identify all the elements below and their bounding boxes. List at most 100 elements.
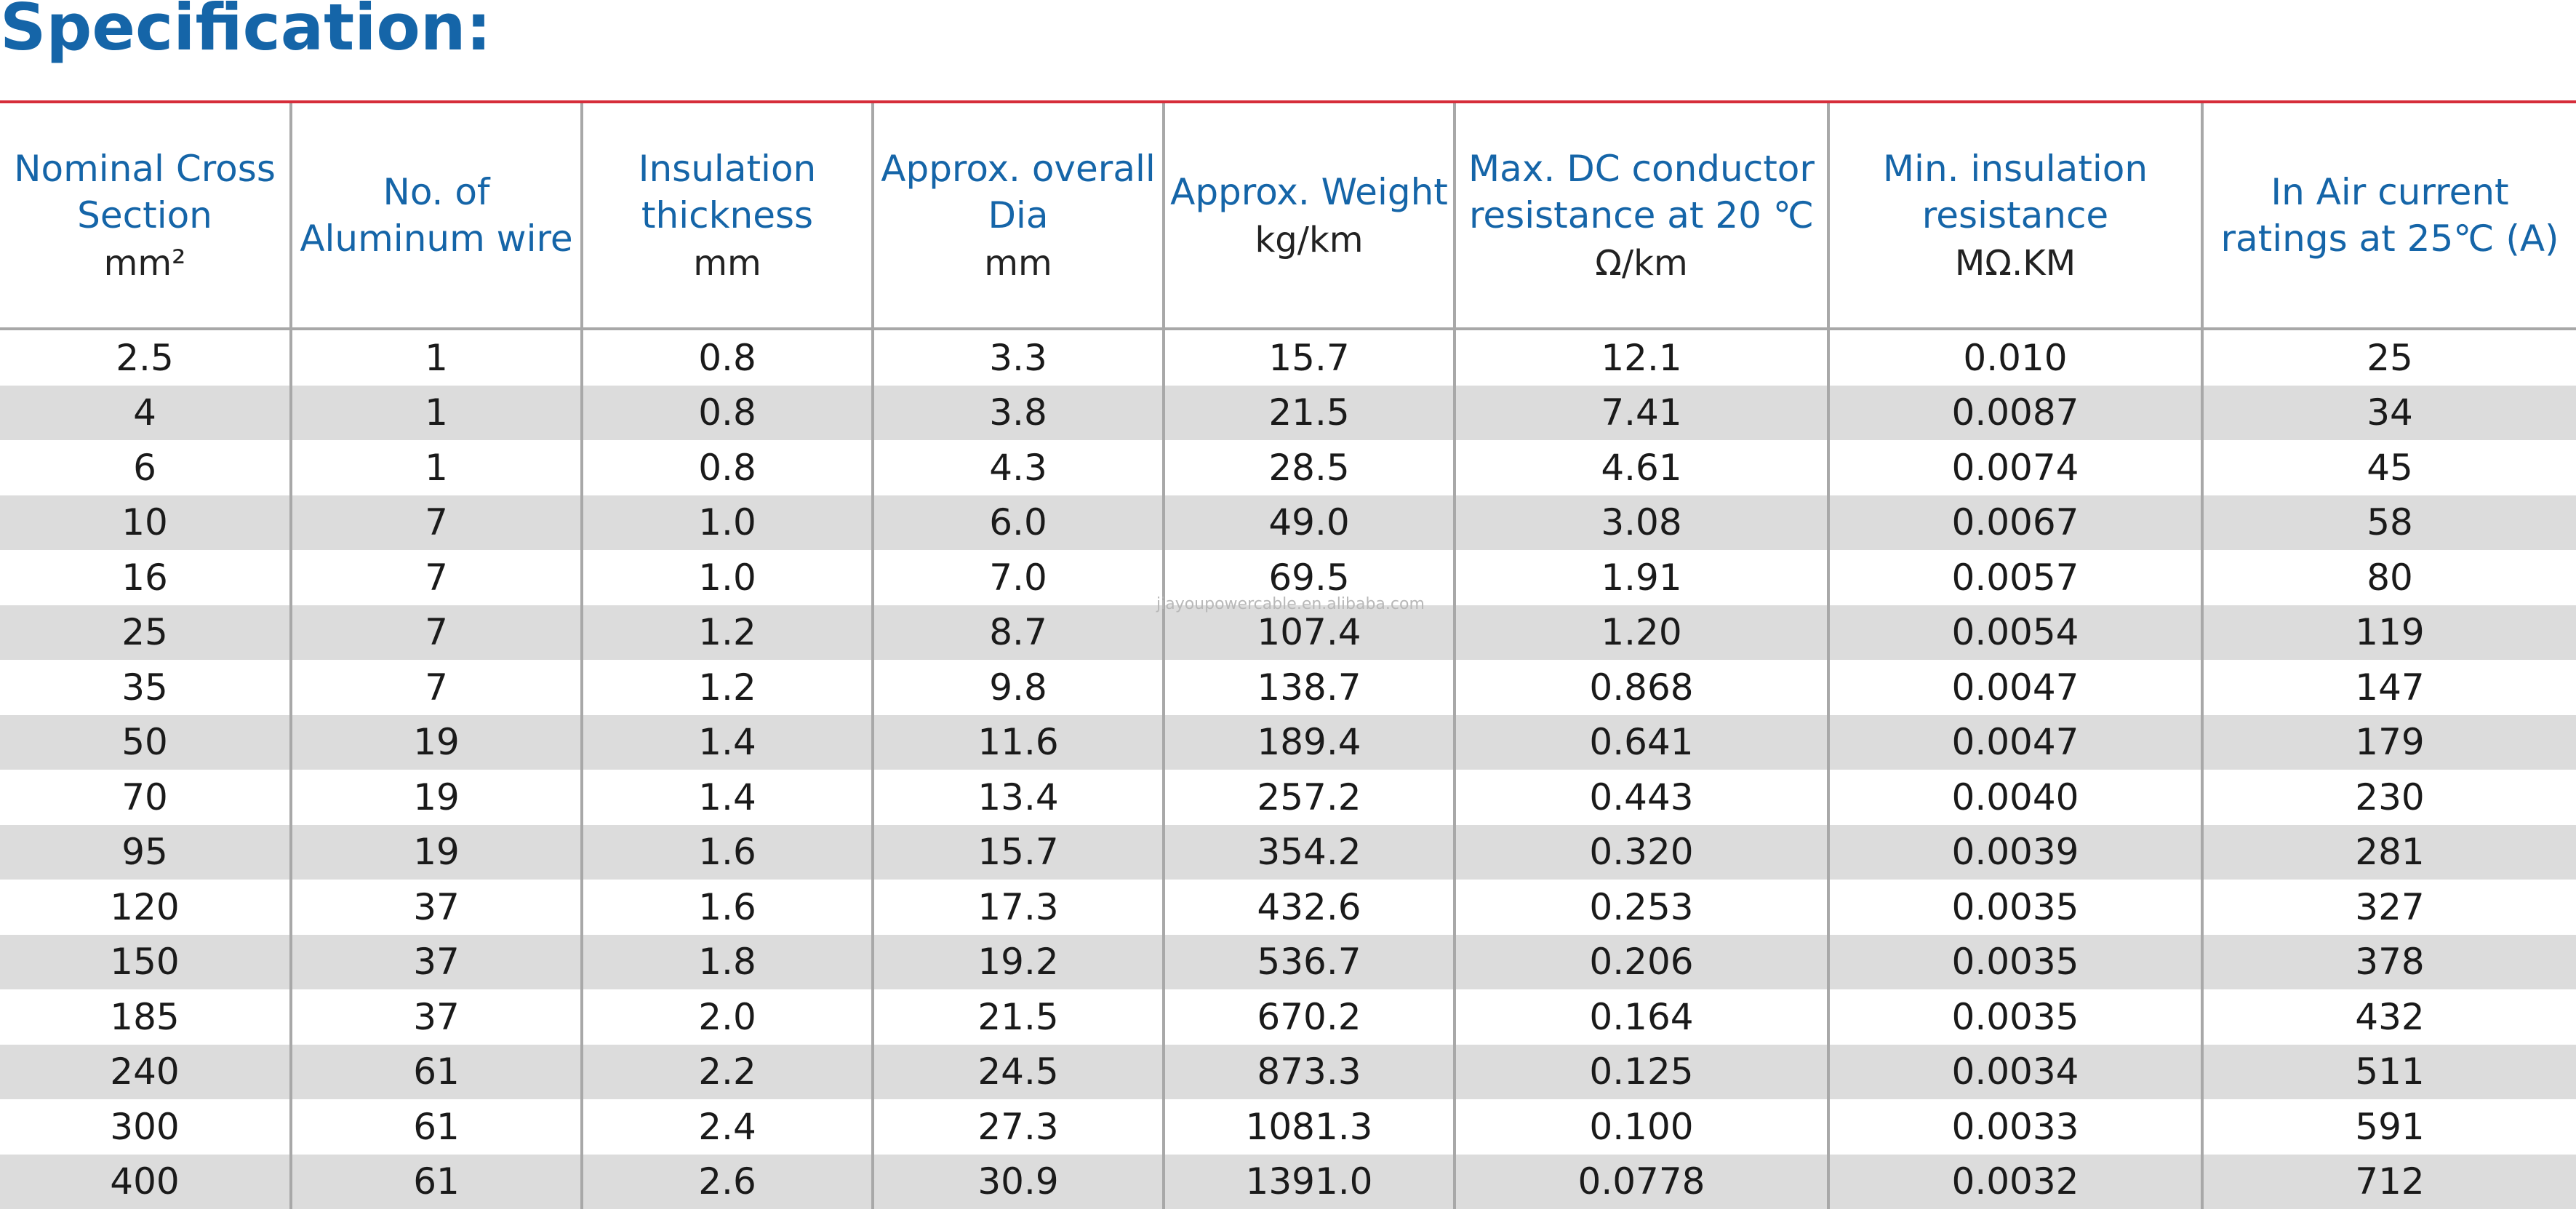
- table-cell: 1.20: [1455, 605, 1830, 660]
- table-cell: 3.08: [1455, 495, 1830, 550]
- table-row: 35 7 1.2 9.8 138.7 0.868 0.0047 147: [0, 660, 2576, 715]
- table-cell: 19: [291, 714, 583, 770]
- table-cell: 9.8: [873, 660, 1165, 715]
- table-row: 300 61 2.4 27.3 1081.3 0.100 0.0033 591: [0, 1099, 2576, 1155]
- table-cell: 107.4: [1164, 605, 1456, 660]
- top-divider: [0, 100, 2576, 103]
- column-header-unit: mm: [984, 243, 1052, 284]
- table-cell: 300: [0, 1099, 292, 1155]
- table-cell: 511: [2202, 1044, 2576, 1099]
- table-cell: 0.320: [1455, 824, 1830, 880]
- table-cell: 24.5: [873, 1044, 1165, 1099]
- table-cell: 2.4: [582, 1099, 874, 1155]
- table-cell: 873.3: [1164, 1044, 1456, 1099]
- column-header-6: Min. insulation resistance MΩ.KM: [1828, 103, 2204, 330]
- table-cell: 1.4: [582, 714, 874, 770]
- table-cell: 19: [291, 770, 583, 825]
- table-cell: 15.7: [873, 824, 1165, 880]
- table-cell: 0.0074: [1828, 440, 2204, 495]
- table-row: 70 19 1.4 13.4 257.2 0.443 0.0040 230: [0, 770, 2576, 825]
- table-cell: 1: [291, 329, 583, 386]
- column-header-label: Min. insulation resistance: [1882, 148, 2148, 236]
- table-cell: 0.206: [1455, 934, 1830, 989]
- table-cell: 0.100: [1455, 1099, 1830, 1155]
- column-header-3: Approx. overall Dia mm: [873, 103, 1165, 330]
- table-cell: 0.253: [1455, 880, 1830, 935]
- column-header-unit: mm²: [103, 243, 186, 284]
- table-cell: 1.8: [582, 934, 874, 989]
- column-header-label: Approx. Weight: [1170, 171, 1448, 213]
- table-cell: 0.164: [1455, 989, 1830, 1045]
- column-header-7: In Air current ratings at 25℃ (A): [2202, 103, 2576, 330]
- table-cell: 0.0057: [1828, 550, 2204, 605]
- table-cell: 0.0047: [1828, 714, 2204, 770]
- table-cell: 0.125: [1455, 1044, 1830, 1099]
- table-cell: 281: [2202, 824, 2576, 880]
- table-cell: 17.3: [873, 880, 1165, 935]
- table-cell: 712: [2202, 1154, 2576, 1209]
- table-cell: 240: [0, 1044, 292, 1099]
- table-cell: 6: [0, 440, 292, 495]
- column-header-label: No. of Aluminum wire: [300, 171, 573, 260]
- table-cell: 2.5: [0, 329, 292, 386]
- table-cell: 1.2: [582, 660, 874, 715]
- table-cell: 37: [291, 934, 583, 989]
- table-cell: 4.61: [1455, 440, 1830, 495]
- table-cell: 25: [2367, 336, 2413, 379]
- table-cell: 8.7: [873, 605, 1165, 660]
- table-cell: 11.6: [873, 714, 1165, 770]
- table-cell: 3.3: [873, 329, 1165, 386]
- table-cell: 50: [0, 714, 292, 770]
- table-cell: 327: [2355, 885, 2425, 928]
- table-cell: 0.443: [1455, 770, 1830, 825]
- header-row: Nominal Cross Section mm² No. of Aluminum …: [0, 103, 2576, 330]
- table-row: 2.5 1 0.8 3.3 15.7 12.1 0.010 25: [0, 329, 2576, 386]
- table-row: 16 7 1.0 7.0 69.5 1.91 0.0057 80: [0, 550, 2576, 605]
- table-cell: 147: [2355, 666, 2425, 709]
- table-cell: 49.0: [1164, 495, 1456, 550]
- column-header-unit: kg/km: [1255, 220, 1364, 260]
- table-cell: 119: [2202, 605, 2576, 660]
- table-cell: 7: [291, 495, 583, 550]
- column-header-5: Max. DC conductor resistance at 20 ℃ Ω/km: [1455, 103, 1830, 330]
- table-cell: 179: [2202, 714, 2576, 770]
- table-cell: 37: [291, 989, 583, 1045]
- column-header-unit: Ω/km: [1595, 243, 1688, 284]
- table-cell: 591: [2355, 1105, 2425, 1148]
- table-cell: 27.3: [873, 1099, 1165, 1155]
- table-cell: 28.5: [1164, 440, 1456, 495]
- table-row: 4 1 0.8 3.8 21.5 7.41 0.0087 34: [0, 385, 2576, 440]
- table-cell: 257.2: [1164, 770, 1456, 825]
- table-cell: 13.4: [873, 770, 1165, 825]
- table-cell: 12.1: [1455, 329, 1830, 386]
- table-cell: 7: [291, 660, 583, 715]
- table-cell: 0.8: [582, 329, 874, 386]
- table-cell: 0.8: [582, 385, 874, 440]
- table-cell: 2.0: [582, 989, 874, 1045]
- column-header-0: Nominal Cross Section mm²: [0, 103, 292, 330]
- table-cell: 120: [0, 880, 292, 935]
- table-cell: 1.0: [582, 550, 874, 605]
- table-cell: 3.8: [873, 385, 1165, 440]
- table-cell: 6.0: [873, 495, 1165, 550]
- table-cell: 0.0040: [1828, 770, 2204, 825]
- table-cell: 0.0035: [1828, 989, 2204, 1045]
- table-cell: 21.5: [1164, 385, 1456, 440]
- table-cell: 378: [2202, 934, 2576, 989]
- table-cell: 185: [0, 989, 292, 1045]
- watermark-text: jiayoupowercable.en.alibaba.com: [1156, 595, 1425, 613]
- table-cell: 1.6: [582, 880, 874, 935]
- table-cell: 69.5: [1164, 550, 1456, 605]
- table-cell: 16: [0, 550, 292, 605]
- table-cell: 536.7: [1164, 934, 1456, 989]
- column-header-label: Max. DC conductor resistance at 20 ℃: [1468, 148, 1815, 236]
- table-header: Nominal Cross Section mm² No. of Aluminum …: [0, 103, 2576, 330]
- table-cell: 61: [291, 1154, 583, 1209]
- table-row: 10 7 1.0 6.0 49.0 3.08 0.0067 58: [0, 495, 2576, 550]
- table-cell: 1.4: [582, 770, 874, 825]
- table-cell: 7: [291, 550, 583, 605]
- table-cell: 45: [2367, 446, 2413, 489]
- table-cell: 2.6: [582, 1154, 874, 1209]
- table-cell: 0.0033: [1828, 1099, 2204, 1155]
- table-cell: 400: [0, 1154, 292, 1209]
